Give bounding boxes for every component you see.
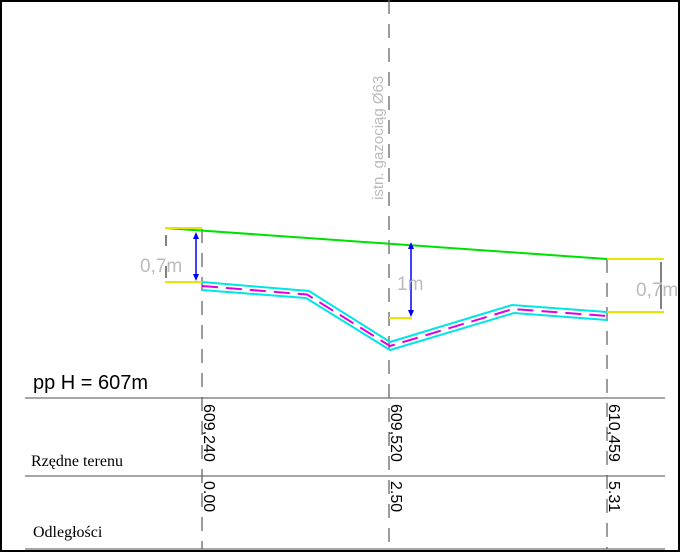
row-label-distances: Odległości [33, 524, 103, 541]
elevation-value-3: 610,459 [605, 404, 622, 462]
cover-label-left: 0,7m [140, 256, 182, 277]
terrain-line [164, 227, 608, 260]
elevation-value-2: 609,520 [387, 404, 404, 462]
cover-label-middle: 1m [397, 274, 423, 295]
dim-arrowhead-left-up [193, 232, 199, 239]
cover-label-right: 0,7m [636, 280, 678, 301]
row-label-elevations: Rzędne terenu [31, 453, 123, 470]
dim-arrowhead-middle-up [408, 242, 414, 249]
pipe-wall-bottom [201, 289, 608, 352]
dim-arrowhead-left-down [193, 274, 199, 281]
pipe-wall-top [201, 281, 608, 344]
pipe-label: istn. gazociąg Ø63 [370, 76, 387, 200]
datum-label: pp H = 607m [33, 372, 148, 394]
distance-value-2: 2.50 [387, 481, 404, 512]
dim-arrowhead-middle-down [408, 310, 414, 317]
elevation-value-1: 609,240 [200, 404, 217, 462]
distance-value-3: 5.31 [605, 481, 622, 512]
distance-value-1: 0.00 [200, 481, 217, 512]
pipe-axis [201, 285, 608, 348]
